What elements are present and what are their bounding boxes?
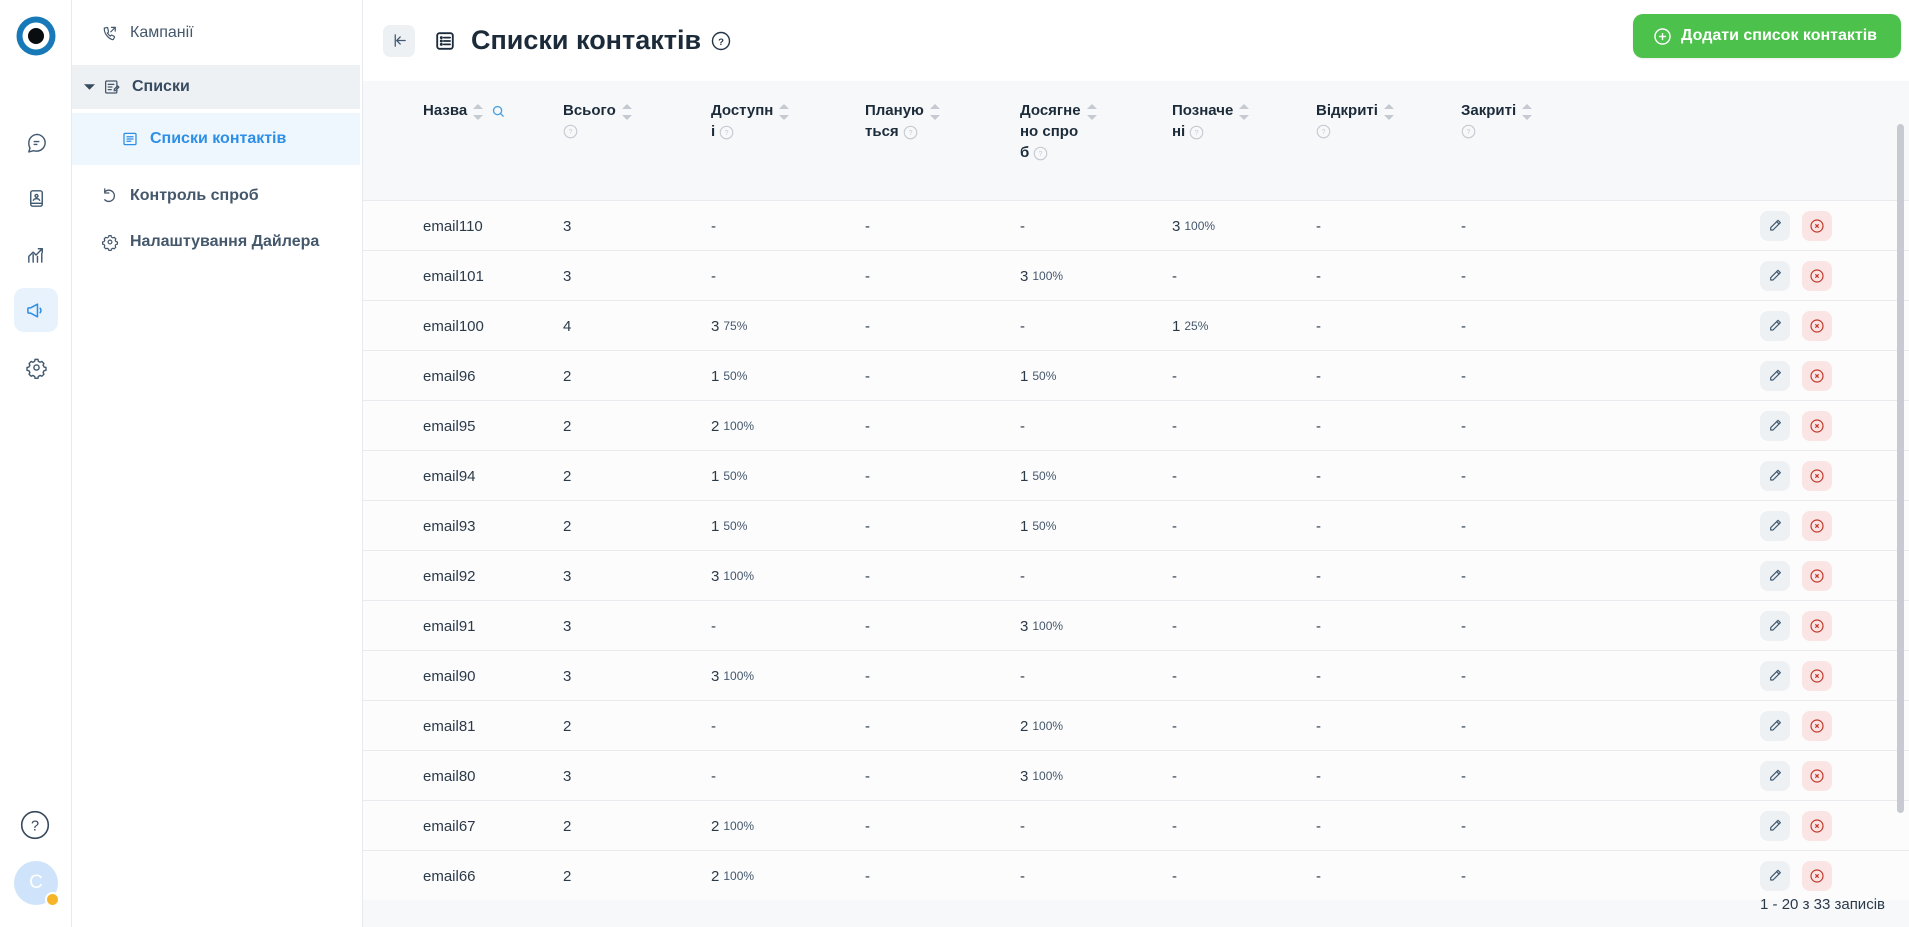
svg-text:?: ?: [1467, 129, 1471, 136]
svg-text:?: ?: [1195, 130, 1199, 137]
svg-text:?: ?: [718, 36, 724, 47]
svg-text:?: ?: [1039, 151, 1043, 158]
svg-text:?: ?: [569, 129, 573, 136]
svg-text:?: ?: [908, 130, 912, 137]
svg-text:?: ?: [725, 130, 729, 137]
svg-text:?: ?: [31, 819, 39, 835]
svg-text:?: ?: [1322, 129, 1326, 136]
